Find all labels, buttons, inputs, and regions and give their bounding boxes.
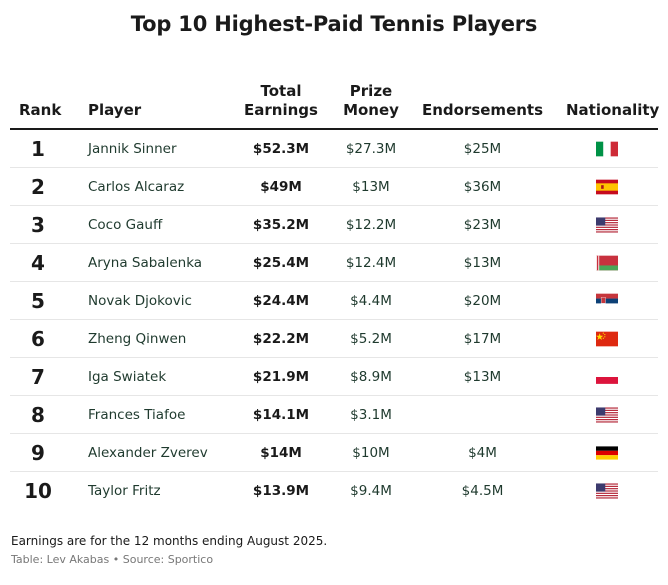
prize-money-cell: $5.2M [350,331,392,347]
table-row: 2 Carlos Alcaraz $49M $13M $36M [10,168,658,206]
header-rank: Rank [19,101,62,119]
endorsements-cell: $36M [463,179,502,195]
endorsements-cell: $13M [463,255,502,271]
rank-cell: 3 [31,213,45,237]
player-cell: Aryna Sabalenka [88,255,203,271]
endorsements-cell: $13M [463,369,502,385]
header-total-line1: Total [260,82,302,100]
player-cell: Coco Gauff [88,217,163,233]
rank-cell: 6 [31,327,45,351]
poland-flag-icon [596,369,618,385]
source-credit: Table: Lev Akabas • Source: Sportico [11,553,214,566]
table-row: 6 Zheng Qinwen $22.2M $5.2M $17M [10,320,658,358]
table-row: 10 Taylor Fritz $13.9M $9.4M $4.5M [10,472,658,510]
total-earnings-cell: $14.1M [252,407,310,423]
rank-cell: 10 [24,479,52,503]
header-prize-money: Prize Money [330,82,412,120]
table-header: Rank Player Total Earnings Prize Money E… [10,82,660,130]
serbia-flag-icon [596,293,618,309]
rank-cell: 2 [31,175,45,199]
endorsements-cell: $25M [463,141,502,157]
prize-money-cell: $12.4M [345,255,397,271]
table-row: 3 Coco Gauff $35.2M $12.2M $23M [10,206,658,244]
table-row: 9 Alexander Zverev $14M $10M $4M [10,434,658,472]
player-cell: Taylor Fritz [88,483,161,499]
table-row: 4 Aryna Sabalenka $25.4M $12.4M $13M [10,244,658,282]
prize-money-cell: $9.4M [350,483,392,499]
spain-flag-icon [596,179,618,195]
prize-money-cell: $4.4M [350,293,392,309]
player-cell: Alexander Zverev [88,445,208,461]
endorsements-cell: $20M [463,293,502,309]
chart-title: Top 10 Highest-Paid Tennis Players [130,12,538,36]
header-player: Player [88,101,142,119]
endorsements-cell: $4M [468,445,497,461]
table-row: 8 Frances Tiafoe $14.1M $3.1M [10,396,658,434]
china-flag-icon [596,331,618,347]
total-earnings-cell: $21.9M [252,369,310,385]
rank-cell: 5 [31,289,45,313]
total-earnings-cell: $24.4M [252,293,310,309]
prize-money-cell: $13M [352,179,390,195]
endorsements-cell: $23M [463,217,502,233]
player-cell: Jannik Sinner [88,141,177,157]
italy-flag-icon [596,141,618,157]
table-row: 1 Jannik Sinner $52.3M $27.3M $25M [10,130,658,168]
table-row: 5 Novak Djokovic $24.4M $4.4M $20M [10,282,658,320]
endorsements-cell [420,396,545,434]
usa-flag-icon [596,217,618,233]
endorsements-cell: $17M [463,331,502,347]
rank-cell: 1 [31,137,45,161]
total-earnings-cell: $25.4M [252,255,310,271]
prize-money-cell: $12.2M [345,217,397,233]
total-earnings-cell: $35.2M [252,217,310,233]
rank-cell: 7 [31,365,45,389]
rank-cell: 4 [31,251,45,275]
belarus-flag-icon [596,255,618,271]
prize-money-cell: $10M [352,445,390,461]
player-cell: Zheng Qinwen [88,331,187,347]
header-prize-line2: Money [343,101,399,119]
prize-money-cell: $8.9M [350,369,392,385]
total-earnings-cell: $52.3M [252,141,310,157]
footnote: Earnings are for the 12 months ending Au… [11,534,328,548]
header-endorsements: Endorsements [421,101,544,119]
prize-money-cell: $27.3M [345,141,397,157]
total-earnings-cell: $14M [260,445,302,461]
table-body: 1 Jannik Sinner $52.3M $27.3M $25M 2 Carlos Al… [10,130,658,510]
endorsements-cell: $4.5M [461,483,504,499]
player-cell: Frances Tiafoe [88,407,186,423]
total-earnings-cell: $22.2M [252,331,310,347]
germany-flag-icon [596,445,618,461]
player-cell: Iga Swiatek [88,369,167,385]
header-prize-line1: Prize [349,82,393,100]
header-total-earnings: Total Earnings [235,82,327,120]
table-row: 7 Iga Swiatek $21.9M $8.9M $13M [10,358,658,396]
player-cell: Carlos Alcaraz [88,179,185,195]
total-earnings-cell: $49M [260,179,302,195]
rank-cell: 9 [31,441,45,465]
prize-money-cell: $3.1M [350,407,392,423]
total-earnings-cell: $13.9M [252,483,310,499]
rank-cell: 8 [31,403,45,427]
usa-flag-icon [596,407,618,423]
earnings-table: Rank Player Total Earnings Prize Money E… [10,82,660,510]
header-total-line2: Earnings [244,101,318,119]
usa-flag-icon [596,483,618,499]
player-cell: Novak Djokovic [88,293,192,309]
header-nationality: Nationality [566,101,660,119]
